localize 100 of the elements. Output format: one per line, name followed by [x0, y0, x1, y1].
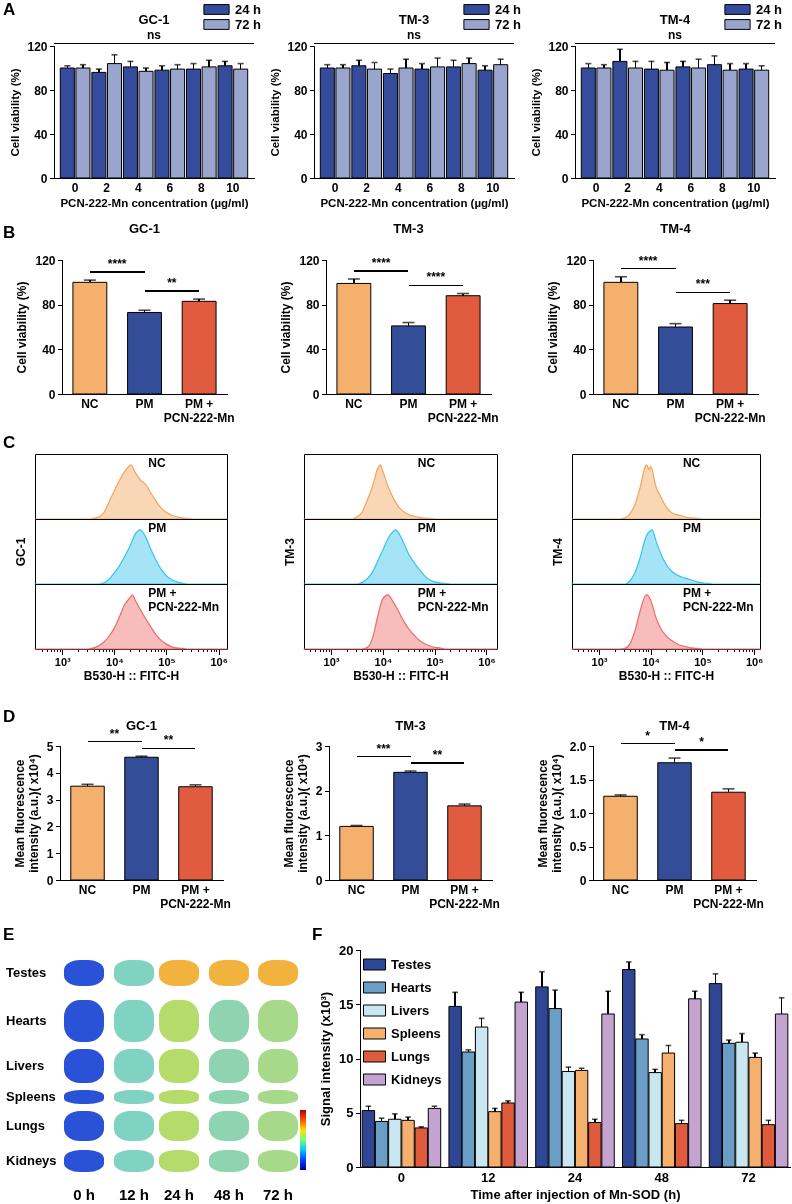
y-tick-label: 1	[315, 828, 323, 843]
x-tick-label: PM	[135, 396, 154, 411]
x-tick-label: PM	[399, 396, 418, 411]
annotation: ****	[371, 255, 391, 270]
category-label: Testes	[6, 965, 47, 980]
y-tick-label: 80	[34, 83, 48, 98]
text: NC	[682, 456, 701, 470]
x-tick-label: 4	[394, 180, 402, 195]
y-tick-label: 120	[548, 39, 569, 54]
category-label: 0 h	[73, 1186, 95, 1203]
x-tick-label: 10⁵	[694, 655, 712, 668]
text: C	[3, 433, 16, 452]
y-tick-label: 40	[573, 342, 587, 357]
text: E	[3, 925, 15, 944]
x-tick-label: 2	[103, 180, 111, 195]
y-axis-title: Cell viability (%)	[15, 281, 30, 374]
x-tick-label: 0	[592, 180, 600, 195]
chart-title: GC-1	[125, 718, 158, 733]
annotation: **	[167, 276, 177, 291]
annotation: ***	[376, 741, 391, 756]
y-tick-label: 40	[42, 342, 56, 357]
series-label: PM	[417, 521, 436, 535]
annotation: **	[432, 747, 443, 762]
y-axis-title: Mean fluorescence intensity (a.u.)( x10⁴)	[12, 754, 41, 873]
x-axis-title: Time after injection of Mn-SOD (h)	[470, 1186, 681, 1202]
chart-title: TM-4	[659, 12, 691, 27]
category-label: Hearts	[6, 1013, 47, 1028]
category-label: 24 h	[163, 1186, 195, 1203]
y-tick-label: 20	[339, 942, 354, 958]
x-tick-label: PM + PCN-222-Mn	[163, 396, 235, 425]
y-tick-label: 80	[555, 83, 569, 98]
y-tick-label: 10	[339, 1051, 354, 1066]
x-axis-title: PCN-222-Mn concentration (µg/ml)	[320, 196, 509, 209]
annotation: ****	[638, 253, 658, 268]
category-label: 72 h	[262, 1186, 294, 1203]
x-tick-label: 8	[197, 180, 205, 195]
chart-title: TM-3	[395, 718, 426, 733]
x-axis-title: PCN-222-Mn concentration (µg/ml)	[581, 196, 770, 209]
series-label: NC	[148, 456, 166, 470]
category-label: Livers	[6, 1058, 45, 1073]
y-axis-title: Cell viability (%)	[269, 68, 282, 157]
legend-label: Hearts	[391, 979, 432, 995]
x-tick-label: 48	[654, 1169, 670, 1185]
x-tick-label: 10⁴	[642, 655, 661, 668]
y-tick-label: 0	[346, 1159, 354, 1175]
y-axis-title: Cell viability (%)	[530, 68, 543, 157]
x-tick-label: 10³	[591, 655, 608, 668]
y-tick-label: 120	[566, 253, 587, 268]
y-tick-label: 120	[287, 39, 308, 54]
y-tick-label: 3	[46, 793, 54, 808]
series-label: PM + PCN-222-Mn	[417, 586, 489, 614]
text: *	[645, 728, 651, 743]
y-tick-label: 3	[315, 739, 323, 754]
x-tick-label: 6	[426, 180, 434, 195]
y-axis-title: Cell viability (%)	[279, 281, 294, 374]
y-tick-label: 80	[306, 298, 320, 313]
category-label: Spleens	[6, 1089, 56, 1104]
y-tick-label: 120	[35, 253, 56, 268]
legend-label: 72 h	[495, 16, 522, 32]
legend-label: Livers	[391, 1002, 430, 1018]
x-tick-label: 10⁵	[158, 655, 176, 668]
x-tick-label: PM + PCN-222-Mn	[693, 882, 764, 911]
x-axis-title: B530-H :: FITC-H	[83, 668, 180, 683]
x-tick-label: 4	[655, 180, 663, 195]
x-tick-label: 10³	[54, 655, 72, 668]
y-tick-label: 2.0	[569, 739, 587, 754]
x-tick-label: 10⁵	[426, 655, 444, 668]
x-tick-label: NC	[612, 396, 630, 411]
y-tick-label: 120	[27, 39, 48, 54]
x-tick-label: PM	[132, 882, 151, 897]
text: PM	[682, 521, 701, 535]
y-tick-label: 120	[299, 253, 320, 268]
y-tick-label: 15	[339, 996, 354, 1012]
x-axis-title: PCN-222-Mn concentration (µg/ml)	[60, 196, 249, 209]
y-axis-title: Mean fluorescence intensity (a.u.)( x10⁴)	[281, 754, 310, 873]
y-tick-label: 4	[46, 766, 54, 781]
x-tick-label: 12	[480, 1169, 496, 1185]
y-tick-label: 1	[46, 846, 54, 861]
y-tick-label: 80	[42, 298, 56, 313]
x-tick-label: NC	[347, 882, 366, 897]
x-tick-label: 0	[397, 1169, 406, 1185]
x-tick-label: 10	[226, 180, 240, 195]
y-tick-label: 1.5	[569, 773, 587, 787]
x-tick-label: 2	[624, 180, 632, 195]
x-tick-label: NC	[81, 396, 99, 411]
series-label: PM	[148, 521, 167, 535]
x-tick-label: 2	[363, 180, 371, 195]
y-tick-label: 2	[315, 784, 323, 799]
chart-title: TM-4	[659, 718, 691, 733]
y-tick-label: 80	[294, 83, 308, 98]
legend-label: 24 h	[756, 1, 783, 17]
x-tick-label: 10⁶	[478, 655, 496, 668]
text: F	[312, 925, 323, 944]
text: NC	[417, 456, 436, 470]
x-tick-label: PM	[665, 882, 684, 897]
x-tick-label: 4	[134, 180, 142, 195]
legend-label: Spleens	[391, 1025, 441, 1041]
chart-title: TM-3	[393, 221, 424, 236]
category-label: Kidneys	[6, 1153, 57, 1168]
x-tick-label: PM + PCN-222-Mn	[429, 882, 500, 911]
